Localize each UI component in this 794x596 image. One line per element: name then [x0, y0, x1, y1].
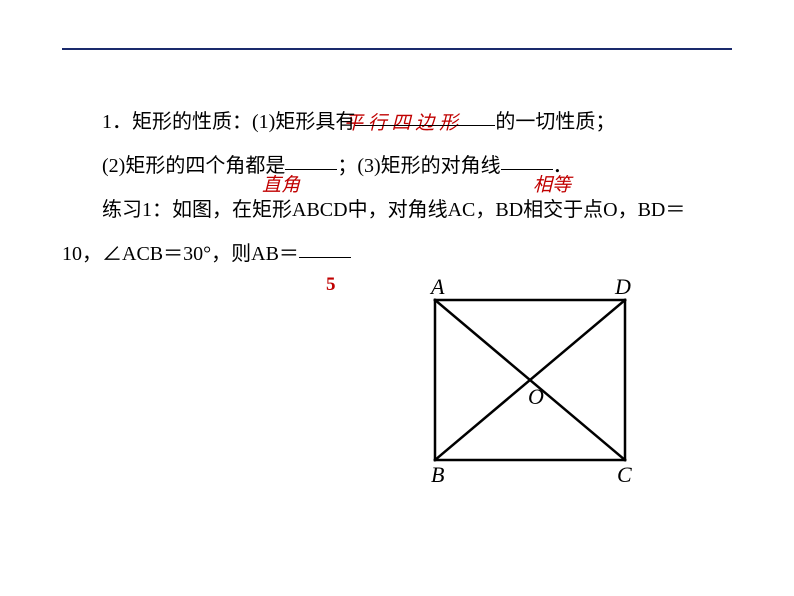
line-2: (2)矩形的四个角都是 ；(3)矩形的对角线 ．	[62, 144, 732, 188]
text-3: 练习1：如图，在矩形ABCD中，对角线AC，BD相交于点O，BD＝	[102, 199, 685, 221]
label-C: C	[617, 462, 632, 488]
text-1a: 1．矩形的性质：(1)矩形具有	[102, 111, 355, 133]
blank-3	[501, 169, 553, 170]
content-block: 1．矩形的性质：(1)矩形具有 的一切性质； (2)矩形的四个角都是 ；(3)矩形的…	[62, 100, 732, 276]
line-4: 10，∠ACB＝30°，则AB＝	[62, 232, 732, 276]
answer-5: 5	[326, 274, 336, 296]
text-2b: ；(3)矩形的对角线	[337, 155, 500, 177]
blank-2	[285, 169, 337, 170]
label-B: B	[431, 462, 444, 488]
blank-4	[299, 257, 351, 258]
label-O: O	[528, 384, 544, 410]
text-1b: 的一切性质；	[495, 111, 615, 133]
blank-1	[355, 125, 495, 126]
line-3: 练习1：如图，在矩形ABCD中，对角线AC，BD相交于点O，BD＝	[62, 188, 732, 232]
rectangle-figure: A D B C O	[410, 280, 650, 495]
header-rule	[62, 48, 732, 50]
text-4a: 10，∠ACB＝30°，则AB＝	[62, 243, 299, 265]
text-2c: ．	[553, 155, 573, 177]
label-A: A	[431, 274, 444, 300]
text-2a: (2)矩形的四个角都是	[102, 155, 285, 177]
line-1: 1．矩形的性质：(1)矩形具有 的一切性质；	[62, 100, 732, 144]
label-D: D	[615, 274, 631, 300]
